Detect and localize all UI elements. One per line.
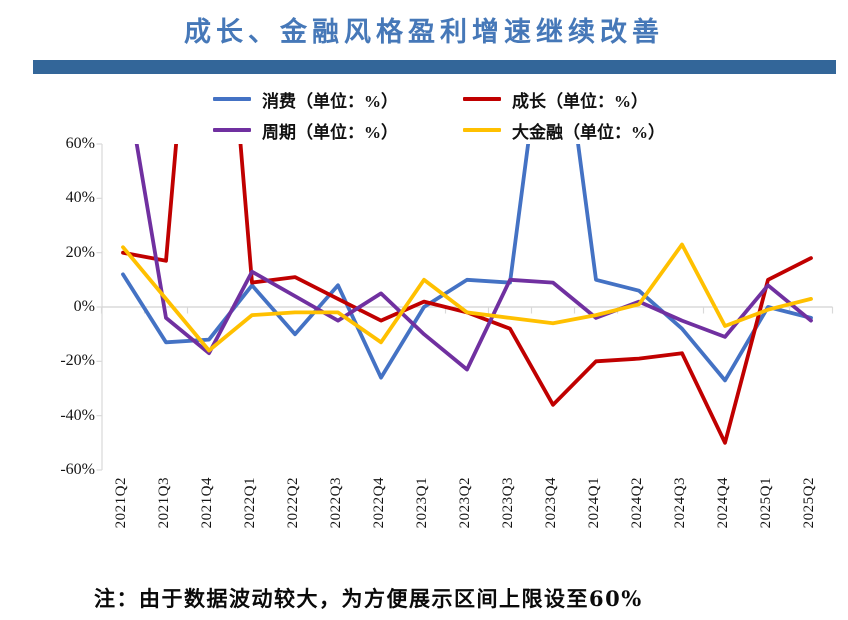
header-bar bbox=[33, 60, 836, 74]
legend-label-growth: 成长（单位：%） bbox=[512, 91, 648, 111]
x-axis-label: 2022Q1 bbox=[242, 477, 258, 529]
legend-label-bigfinance: 大金融（单位：%） bbox=[512, 122, 665, 142]
x-axis-label: 2024Q4 bbox=[715, 477, 731, 529]
legend-item-growth: 成长（单位：%） bbox=[463, 89, 648, 111]
x-axis-label: 2022Q4 bbox=[371, 477, 387, 529]
x-axis-label: 2025Q2 bbox=[801, 477, 817, 529]
y-axis-label: -20% bbox=[60, 352, 95, 370]
x-axis-label: 2024Q1 bbox=[586, 477, 602, 529]
y-axis-label: 20% bbox=[65, 243, 95, 261]
legend-item-bigfinance: 大金融（单位：%） bbox=[463, 120, 665, 142]
footnote: 注：由于数据波动较大，为方便展示区间上限设至60% bbox=[94, 586, 643, 611]
x-axis-label: 2022Q2 bbox=[285, 477, 301, 529]
legend-swatch-cyclical bbox=[213, 128, 251, 132]
y-axis-label: -40% bbox=[60, 406, 95, 424]
x-axis-label: 2021Q3 bbox=[156, 477, 172, 529]
legend-label-consumer: 消费（单位：%） bbox=[262, 91, 398, 111]
legend-swatch-consumer bbox=[213, 97, 251, 101]
x-axis-label: 2025Q1 bbox=[758, 477, 774, 529]
legend-item-consumer: 消费（单位：%） bbox=[213, 89, 398, 111]
y-axis-label: 60% bbox=[65, 135, 95, 152]
x-axis-label: 2023Q2 bbox=[457, 477, 473, 529]
x-axis-label: 2022Q3 bbox=[328, 477, 344, 529]
legend-label-cyclical: 周期（单位：%） bbox=[262, 122, 398, 142]
y-axis-label: 40% bbox=[65, 189, 95, 207]
y-axis-label: 0% bbox=[73, 298, 95, 315]
legend-swatch-growth bbox=[463, 97, 501, 101]
y-axis-label: -60% bbox=[60, 461, 95, 478]
x-axis-label: 2024Q2 bbox=[629, 477, 645, 529]
x-axis-label: 2023Q1 bbox=[414, 477, 430, 529]
x-axis-label: 2023Q3 bbox=[500, 477, 516, 529]
page-title: 成长、金融风格盈利增速继续改善 bbox=[184, 17, 664, 48]
legend-swatch-bigfinance bbox=[463, 128, 501, 132]
x-axis-label: 2021Q4 bbox=[199, 477, 215, 529]
legend-item-cyclical: 周期（单位：%） bbox=[213, 120, 398, 142]
x-axis-label: 2023Q4 bbox=[543, 477, 559, 529]
x-axis-label: 2021Q2 bbox=[113, 477, 129, 529]
x-axis-label: 2024Q3 bbox=[672, 477, 688, 529]
